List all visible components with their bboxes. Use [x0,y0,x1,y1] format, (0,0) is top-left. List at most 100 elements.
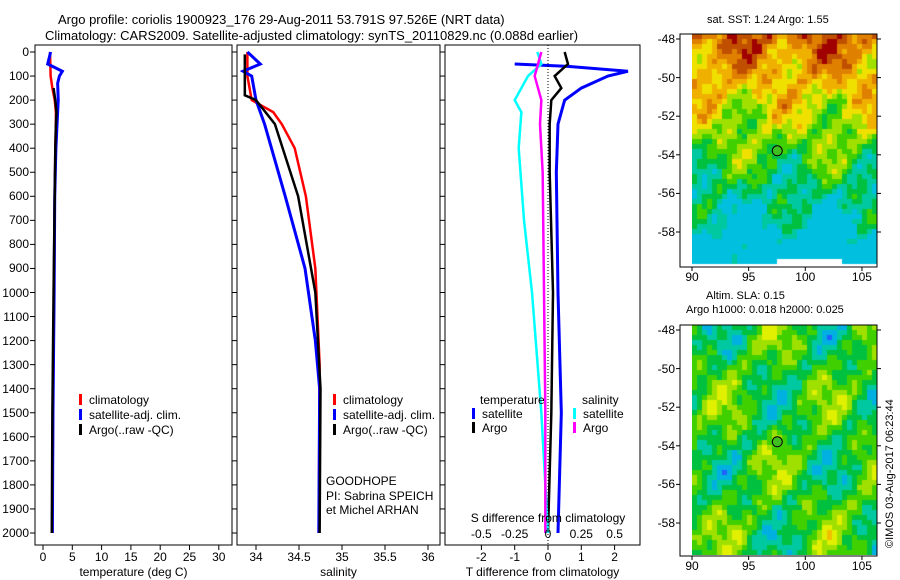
x-tick-label: 2 [611,550,618,564]
legend-swatch [79,394,82,405]
map-lat-label: -48 [657,32,675,46]
map-lat-label: -58 [657,225,675,239]
panel-frame [236,44,441,546]
sst-map [692,34,877,265]
legend-heading-temperature: temperature [480,393,545,407]
x-axis-label: salinity [320,565,357,579]
y-tick-label: 700 [8,213,29,228]
x-tick-label: 0 [39,550,47,564]
legend-swatch [79,424,82,435]
x-tick-label: 10 [94,550,109,564]
sla-map [692,325,877,555]
map-lat-label: -56 [657,477,675,492]
argo-position-marker [771,145,783,157]
y-tick-label: 400 [8,141,29,156]
legend-swatch [573,408,576,419]
x-tick-label: 15 [124,550,138,564]
map-lon-label: 90 [685,270,699,284]
x-tick-label: 25 [182,550,197,564]
y-tick-label: 1400 [2,381,29,396]
legend-label: Argo [482,421,508,435]
x2-tick-label: -0.5 [471,527,492,541]
map-lat-label: -54 [657,438,675,453]
x-tick-label: 36 [421,550,435,564]
map-lat-label: -50 [657,361,675,376]
map-frame [679,324,878,557]
sst-map-title: sat. SST: 1.24 Argo: 1.55 [707,14,829,26]
legend-swatch [333,424,336,435]
map-frame [679,33,878,268]
map-lon-label: 105 [851,270,872,284]
legend-label: climatology [89,393,150,407]
series-line-s-argo [533,51,547,533]
sla-map-title-1: Altim. SLA: 0.15 [706,290,785,302]
y-tick-label: 1700 [2,453,29,468]
y-tick-label: 2000 [2,526,29,540]
series-line-s-satellite [513,51,550,534]
map-lon-label: 95 [741,559,756,573]
series-line-argo-raw-qc- [50,87,58,534]
x-tick-label: -2 [476,550,487,564]
map-lat-label: -52 [657,109,675,124]
y-tick-label: 1900 [2,501,29,516]
legend-label: Argo(..raw -QC) [89,423,174,437]
series-line-satellite-adj-clim- [239,50,322,534]
sla-map-title-2: Argo h1000: 0.018 h2000: 0.025 [686,304,844,316]
y-tick-label: 500 [8,165,29,180]
legend-label: satellite-adj. clim. [89,408,182,422]
legend-label: satellite [583,407,624,421]
x-axis-label: T difference from climatology [465,565,620,579]
panel-frame [444,44,641,546]
x2-tick-label: 0.25 [569,527,593,541]
y-tick-label: 900 [8,261,29,276]
x-tick-label: 0 [544,550,552,564]
x-tick-label: 35 [335,550,349,564]
x-tick-label: 34.5 [287,550,311,564]
y-tick-label: 100 [8,69,29,84]
x-tick-label: 20 [153,550,167,564]
y-tick-label: 1500 [2,405,29,420]
map-lat-label: -50 [657,70,675,85]
legend-label: satellite [482,407,523,421]
y-tick-label: 300 [8,117,29,132]
map-lon-label: 90 [685,559,699,573]
annotation-pi: PI: Sabrina SPEICH et Michel ARHAN [326,489,434,517]
y-tick-label: 1300 [2,357,29,372]
series-line-argo-raw-qc- [243,54,322,534]
y-tick-label: 1800 [2,477,29,492]
x-tick-label: -1 [509,550,521,564]
y-tick-label: 1600 [2,429,29,444]
legend-swatch [472,408,475,419]
y-tick-label: 1000 [2,285,29,300]
x2-tick-label: 0.5 [606,527,623,541]
x2-tick-label: -0.25 [501,527,529,541]
y-tick-label: 1200 [2,333,29,348]
map-lat-label: -58 [657,516,675,530]
x-tick-label: 35.5 [373,550,397,564]
y-tick-label: 200 [8,93,29,108]
legend-swatch [573,422,576,433]
x-tick-label: 30 [212,550,226,564]
map-lat-label: -48 [657,323,675,337]
y-tick-label: 800 [8,237,29,252]
map-lon-label: 100 [795,559,816,573]
legend-swatch [472,422,475,433]
title-line-1: Argo profile: coriolis 1900923_176 29-Au… [58,12,505,27]
legend-swatch [333,409,336,420]
legend-label: Argo(..raw -QC) [343,423,428,437]
argo-position-marker [771,436,783,448]
x-tick-label: 1 [577,550,585,564]
panel-frame [34,44,233,546]
x-axis-label: temperature (deg C) [79,565,188,579]
series-line-t-argo [546,51,570,534]
legend-swatch [79,409,82,420]
x2-tick-label: 0 [544,527,552,541]
y-tick-label: 600 [8,189,29,204]
annotation-project: GOODHOPE [326,474,397,488]
title-line-2: Climatology: CARS2009. Satellite-adjuste… [45,28,579,43]
map-lat-label: -54 [657,147,675,162]
map-lat-label: -52 [657,400,675,415]
x-tick-label: 5 [68,550,76,564]
series-line-t-satellite [514,62,629,534]
